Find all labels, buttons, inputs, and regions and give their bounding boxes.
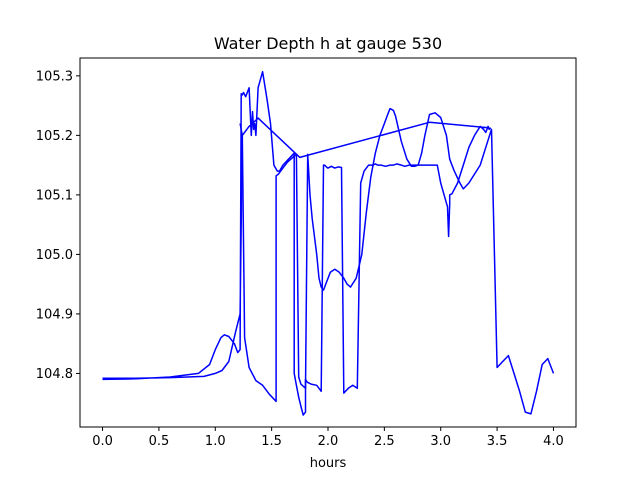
y-tick-label: 105.1 xyxy=(36,188,73,203)
x-tick-label: 3.5 xyxy=(487,434,508,449)
x-tick-label: 2.5 xyxy=(374,434,395,449)
x-tick-label: 0.0 xyxy=(92,434,113,449)
y-tick-label: 105.3 xyxy=(36,69,73,84)
x-tick-label: 3.0 xyxy=(430,434,451,449)
x-axis-label: hours xyxy=(310,456,347,471)
series-lines xyxy=(102,70,555,416)
series-line-1 xyxy=(239,107,555,415)
x-axis-ticks: 0.0 0.5 1.0 1.5 2.0 2.5 3.0 3.5 4.0 xyxy=(92,427,564,449)
chart-title: Water Depth h at gauge 530 xyxy=(214,34,442,53)
y-axis-ticks: 104.8 104.9 105.0 105.1 105.2 105.3 xyxy=(36,69,80,382)
y-tick-label: 104.9 xyxy=(36,307,73,322)
series-line-0 xyxy=(102,70,492,416)
x-tick-label: 1.0 xyxy=(205,434,226,449)
x-tick-label: 2.0 xyxy=(318,434,339,449)
y-tick-label: 105.0 xyxy=(36,248,73,263)
x-tick-label: 4.0 xyxy=(543,434,564,449)
y-tick-label: 105.2 xyxy=(36,129,73,144)
x-tick-label: 0.5 xyxy=(149,434,170,449)
y-tick-label: 104.8 xyxy=(36,367,73,382)
x-tick-label: 1.5 xyxy=(261,434,282,449)
